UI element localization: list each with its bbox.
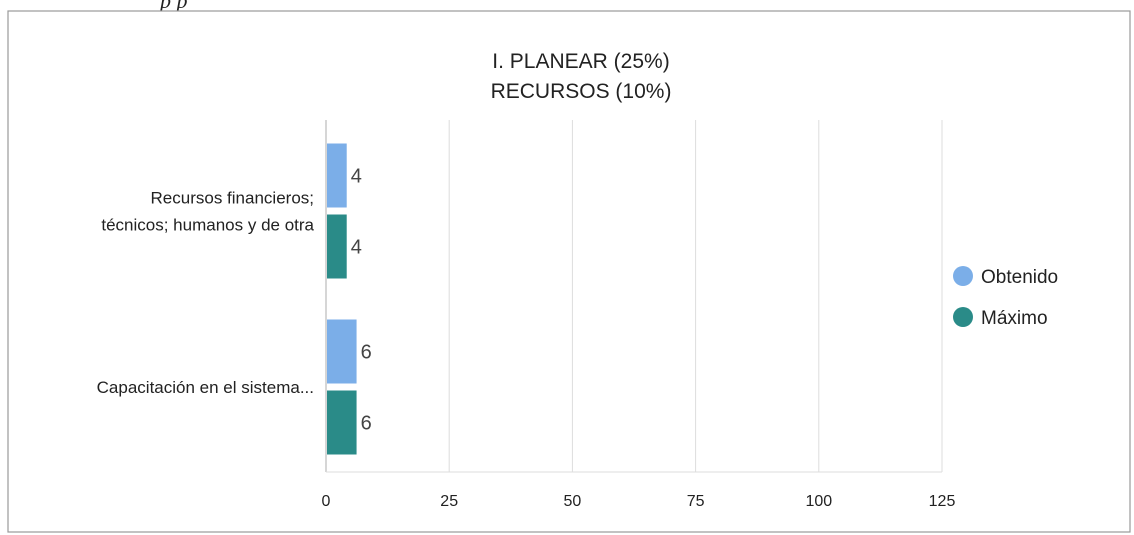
bars — [327, 143, 357, 455]
category-label: Recursos financieros; — [151, 189, 314, 208]
legend: Obtenido Máximo — [953, 266, 1058, 329]
category-labels: Recursos financieros; técnicos; humanos y… — [97, 189, 315, 398]
bar[interactable] — [327, 319, 357, 384]
legend-swatch — [953, 307, 973, 327]
x-tick-label: 25 — [440, 493, 458, 510]
bar[interactable] — [327, 390, 357, 455]
x-tick-label: 100 — [805, 493, 832, 510]
category-label: técnicos; humanos y de otra — [101, 216, 314, 235]
value-labels: 4 4 6 6 — [351, 166, 372, 435]
chart-title: I. PLANEAR (25%) RECURSOS (10%) — [491, 50, 672, 103]
x-tick-label: 125 — [929, 493, 956, 510]
bar[interactable] — [327, 143, 347, 208]
gridlines — [325, 120, 943, 473]
legend-swatch — [953, 266, 973, 286]
legend-label: Obtenido — [981, 267, 1058, 288]
bar-value-label: 4 — [351, 237, 362, 259]
chart-title-line-1: I. PLANEAR (25%) — [492, 50, 669, 73]
chart-title-line-2: RECURSOS (10%) — [491, 80, 672, 103]
x-tick-label: 50 — [564, 493, 582, 510]
category-label: Capacitación en el sistema... — [97, 378, 314, 397]
bar[interactable] — [327, 214, 347, 279]
bar-value-label: 4 — [351, 166, 362, 188]
legend-label: Máximo — [981, 308, 1048, 329]
bar-value-label: 6 — [361, 342, 372, 364]
x-axis-ticks: 0 25 50 75 100 125 — [322, 493, 956, 510]
x-tick-label: 0 — [322, 493, 331, 510]
cropped-caption-text: p p — [158, 0, 188, 13]
x-tick-label: 75 — [687, 493, 705, 510]
chart-border — [7, 10, 1131, 533]
bar-value-label: 6 — [361, 413, 372, 435]
